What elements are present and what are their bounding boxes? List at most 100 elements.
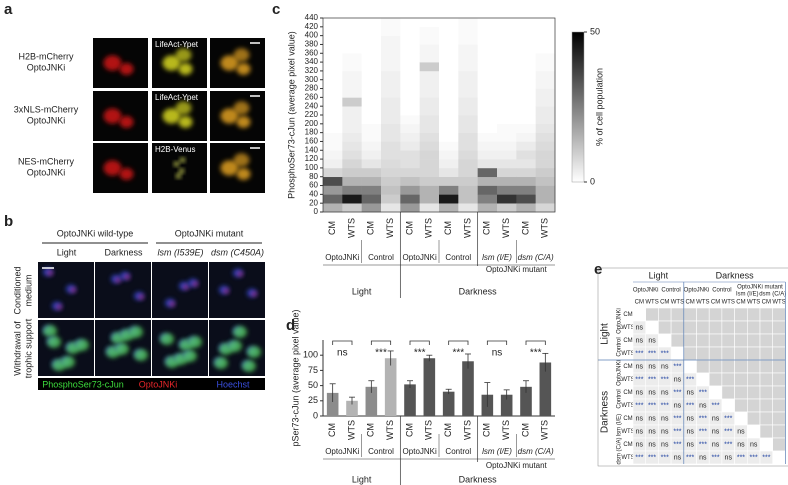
significance-label: ns bbox=[674, 376, 682, 383]
error-bar bbox=[523, 380, 529, 393]
y-tick-label: 0 bbox=[313, 410, 318, 420]
cell bbox=[759, 346, 773, 361]
heat-cell bbox=[516, 106, 536, 116]
cell bbox=[734, 333, 748, 348]
heat-cell bbox=[516, 141, 536, 151]
heat-cell bbox=[342, 185, 362, 195]
heat-cell bbox=[342, 97, 362, 107]
heat-cell bbox=[458, 150, 478, 160]
heat-cell bbox=[439, 115, 459, 125]
heat-cell bbox=[516, 44, 536, 54]
heat-cell bbox=[400, 79, 420, 89]
heat-cell bbox=[497, 79, 517, 89]
heat-cell bbox=[535, 159, 556, 169]
significance-label: *** bbox=[699, 389, 707, 396]
heat-cell bbox=[477, 53, 498, 63]
heat-cell bbox=[497, 159, 517, 169]
heat-cell bbox=[400, 123, 420, 133]
heat-cell bbox=[497, 106, 517, 116]
heat-cell bbox=[497, 62, 517, 72]
heat-cell bbox=[439, 150, 459, 160]
cell bbox=[721, 346, 735, 361]
group-label: OptoJNKi mutant bbox=[486, 265, 548, 274]
significance-label: ns bbox=[725, 454, 733, 461]
inset-label: LifeAct-Ypet bbox=[155, 40, 199, 49]
heat-cell bbox=[535, 53, 556, 63]
heat-cell bbox=[477, 26, 498, 36]
cell bbox=[176, 173, 181, 179]
cell bbox=[708, 385, 723, 400]
heat-cell bbox=[323, 176, 343, 186]
cell bbox=[658, 333, 672, 348]
heat-cell bbox=[400, 150, 420, 160]
significance-label: *** bbox=[673, 415, 681, 422]
significance-label: ns bbox=[636, 415, 644, 422]
group-label: dsm (C/A) bbox=[759, 292, 786, 298]
row-group-label: dsm (C/A) bbox=[617, 437, 623, 464]
significance-label: *** bbox=[648, 402, 656, 409]
cell bbox=[721, 320, 735, 335]
x-tick-label: CM bbox=[482, 221, 492, 235]
significance-label: *** bbox=[661, 402, 669, 409]
heat-cell bbox=[535, 18, 556, 28]
heat-cell bbox=[497, 53, 517, 63]
x-tick-label: WTS bbox=[462, 218, 472, 238]
error-bar bbox=[503, 389, 510, 400]
heat-cell bbox=[535, 70, 556, 81]
y-axis-label: pSer73-cJun (average pixel value) bbox=[290, 309, 300, 446]
heat-cell bbox=[419, 123, 440, 133]
heat-cell bbox=[400, 106, 420, 116]
cell bbox=[160, 333, 174, 345]
column-label: WTS bbox=[645, 300, 658, 306]
heat-cell bbox=[400, 176, 420, 186]
heat-cell bbox=[439, 62, 459, 72]
cell bbox=[772, 307, 786, 322]
group-label: OptoJNKi bbox=[325, 447, 359, 456]
cell bbox=[103, 55, 122, 71]
column-label: WTS bbox=[696, 300, 709, 306]
significance-label: *** bbox=[648, 454, 656, 461]
bar bbox=[442, 391, 455, 416]
cell bbox=[746, 333, 761, 348]
significance-label: *** bbox=[686, 376, 694, 383]
bar bbox=[423, 358, 436, 416]
cell bbox=[124, 274, 130, 280]
heat-cell bbox=[342, 150, 362, 160]
error-bar bbox=[465, 353, 471, 369]
cell bbox=[708, 359, 723, 374]
heat-cell bbox=[497, 176, 517, 186]
significance-label: ns bbox=[699, 454, 707, 461]
x-tick-label: WTS bbox=[501, 218, 511, 238]
cell bbox=[658, 320, 672, 335]
heat-cell bbox=[497, 35, 517, 45]
cell bbox=[708, 372, 723, 387]
group-label: Control bbox=[368, 253, 394, 262]
x-tick-label: CM bbox=[404, 221, 414, 235]
heat-cell bbox=[323, 70, 343, 81]
group-label: dsm (C/A) bbox=[518, 447, 554, 456]
group-label: OptoJNKi mutant bbox=[175, 228, 244, 238]
heat-cell bbox=[361, 62, 382, 72]
heat-cell bbox=[419, 70, 440, 81]
cell bbox=[237, 271, 243, 277]
heat-cell bbox=[400, 97, 420, 107]
y-tick-label: 340 bbox=[305, 57, 319, 66]
error-bar bbox=[349, 396, 355, 405]
group-label: OptoJNKi bbox=[684, 288, 710, 294]
heat-cell bbox=[477, 35, 498, 45]
micrograph bbox=[95, 262, 151, 318]
x-tick-label: CM bbox=[482, 423, 492, 437]
cell bbox=[47, 336, 61, 348]
cell bbox=[658, 307, 672, 322]
heat-cell bbox=[439, 176, 459, 186]
group-label: Control bbox=[712, 288, 731, 294]
heat-cell bbox=[458, 167, 478, 178]
cell bbox=[746, 385, 761, 400]
heat-cell bbox=[342, 115, 362, 125]
significance-label: ns bbox=[661, 428, 669, 435]
group-label: OptoJNKi wild-type bbox=[57, 228, 134, 238]
legend-entry: OptoJNKi bbox=[139, 379, 178, 389]
x-tick-label: CM bbox=[520, 221, 530, 235]
significance-label: *** bbox=[375, 348, 387, 359]
significance-bracket bbox=[486, 340, 508, 345]
